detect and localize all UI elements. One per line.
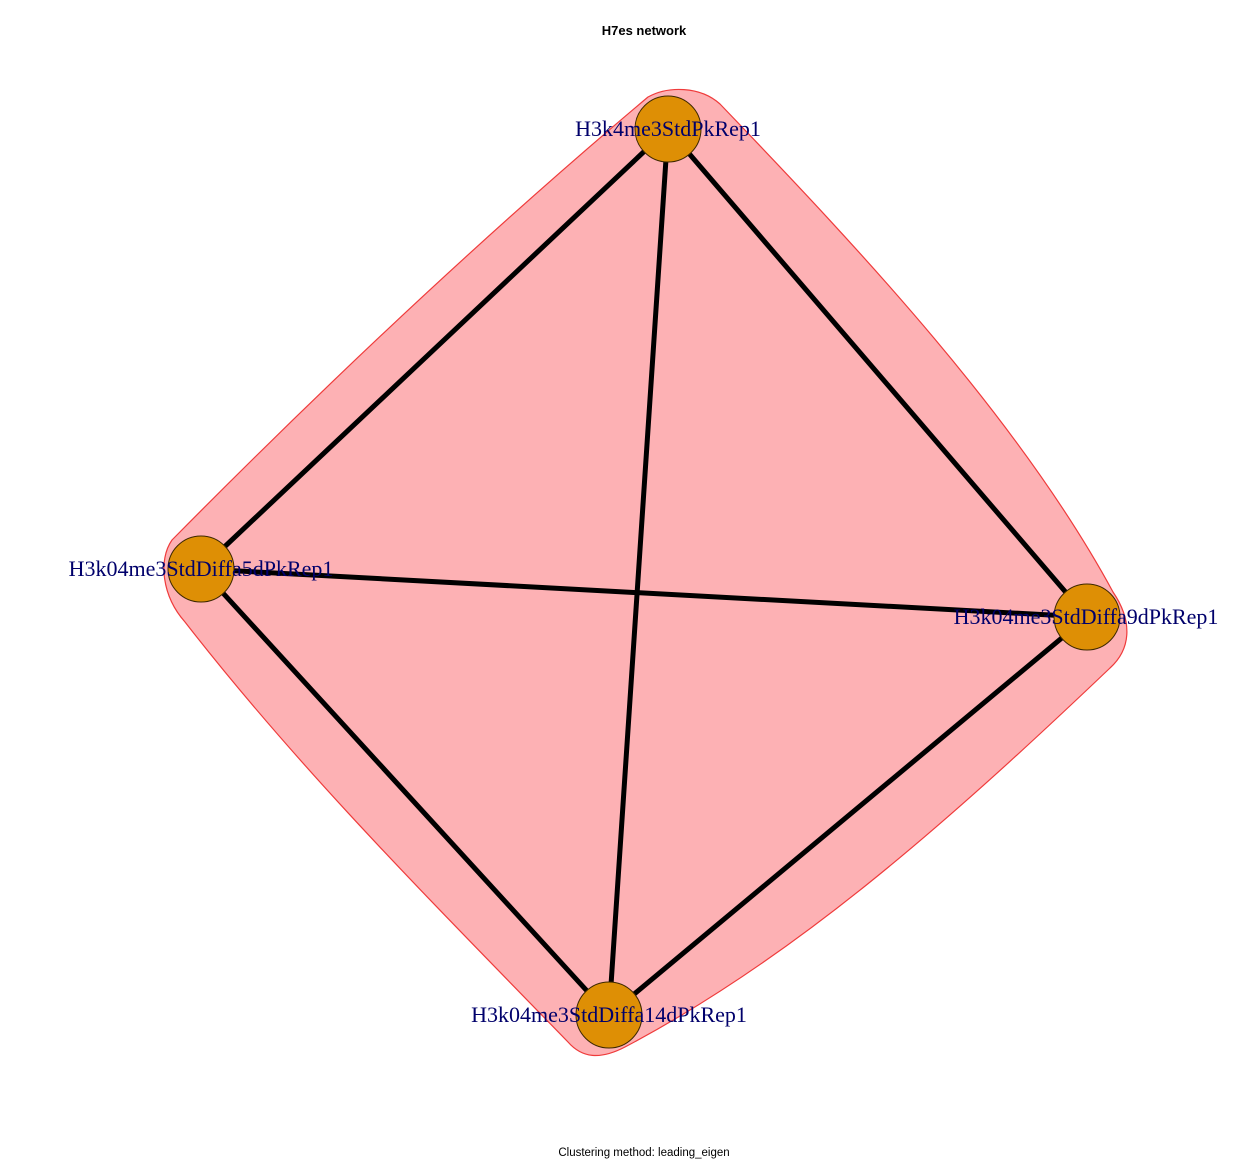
node-right (1053, 583, 1121, 651)
node-label-top: H3k4me3StdPkRep1 (575, 116, 761, 141)
node-label-left: H3k04me3StdDiffa5dPkRep1 (69, 556, 334, 581)
edge-top-bottom (606, 126, 671, 1018)
node-layer (167, 95, 1121, 1049)
diagram-subtitle: Clustering method: leading_eigen (558, 1147, 729, 1159)
node-label-bottom: H3k04me3StdDiffa14dPkRep1 (471, 1002, 747, 1027)
node-bottom (575, 981, 643, 1049)
edge-left-right (198, 566, 1090, 620)
edge-left-bottom (198, 566, 612, 1018)
diagram-title: H7es network (602, 23, 687, 38)
edge-top-left (198, 126, 671, 572)
edge-top-right (665, 126, 1090, 620)
node-label-right: H3k04me3StdDiffa9dPkRep1 (954, 604, 1219, 629)
edge-layer (198, 126, 1090, 1018)
label-layer: H3k4me3StdPkRep1 H3k04me3StdDiffa5dPkRep1… (69, 116, 1219, 1027)
node-top (634, 95, 702, 163)
edge-right-bottom (606, 614, 1090, 1018)
cluster-hull (163, 88, 1128, 1057)
node-left (167, 535, 235, 603)
cluster-layer (163, 88, 1128, 1057)
